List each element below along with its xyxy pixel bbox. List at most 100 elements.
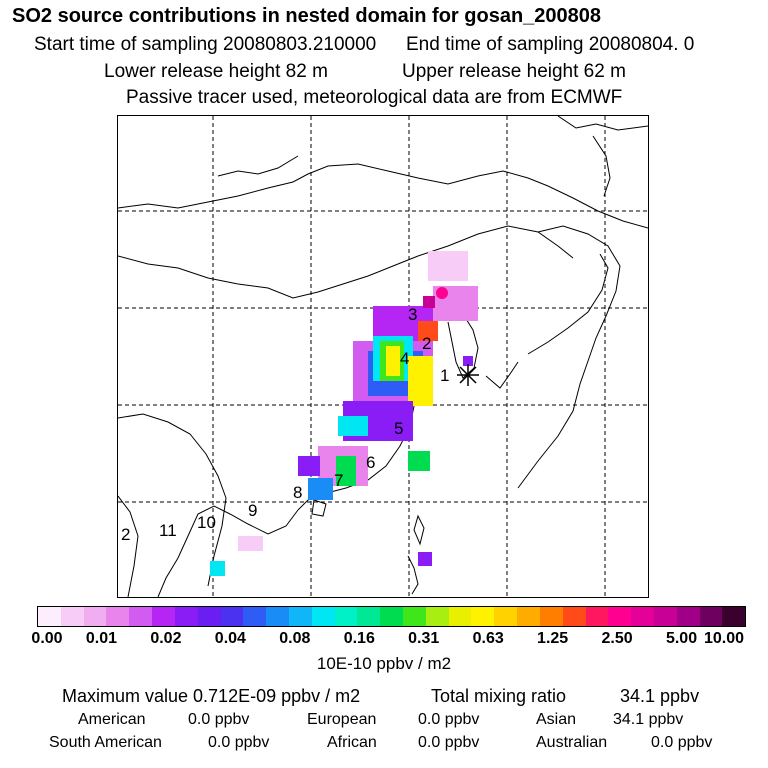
region-asian-value: 34.1 ppbv <box>613 711 684 728</box>
colorbar-swatch <box>517 607 540 626</box>
colorbar-tick-label: 0.08 <box>279 630 311 647</box>
colorbar-tick-label: 0.02 <box>150 630 182 647</box>
map-panel: 1 2 3 4 5 6 7 8 9 10 11 2 <box>117 115 649 598</box>
taiwan <box>413 514 425 546</box>
japan-kyushu <box>485 361 519 389</box>
colorbar <box>37 606 746 627</box>
colorbar-swatch <box>608 607 632 626</box>
end-time: End time of sampling 20080804. 0 <box>406 34 695 55</box>
colorbar-swatch <box>288 607 312 626</box>
release-heights: Lower release height 82 m Upper release … <box>104 61 626 83</box>
lower-release-height: Lower release height 82 m <box>104 61 328 82</box>
colorbar-swatch <box>403 607 426 626</box>
total-mixing-label: Total mixing ratio <box>431 686 567 706</box>
colorbar-swatch <box>448 607 472 626</box>
concentration-cell <box>408 356 433 406</box>
site-label-6: 6 <box>366 453 375 472</box>
colorbar-swatch <box>653 607 677 626</box>
colorbar-swatch <box>197 607 221 626</box>
indochina-coast <box>157 505 299 597</box>
colorbar-swatch <box>220 607 244 626</box>
colorbar-units: 10E-10 ppbv / m2 <box>316 654 452 673</box>
colorbar-swatch <box>722 607 746 626</box>
region-american-label: American <box>78 711 146 728</box>
colorbar-tick-label: 0.31 <box>408 630 440 647</box>
colorbar-tick-label: 0.00 <box>31 630 63 647</box>
colorbar-swatch <box>83 607 107 626</box>
site-label-4: 4 <box>400 349 409 368</box>
region-south-american-label: South American <box>49 734 162 751</box>
inland-border <box>118 225 574 299</box>
region-asian-label: Asian <box>536 711 577 728</box>
total-mixing-value: 34.1 ppbv <box>620 686 700 706</box>
region-south-american-value: 0.0 ppbv <box>208 734 270 751</box>
region-australian-label: Australian <box>536 734 608 751</box>
colorbar-swatch <box>334 607 358 626</box>
region-australian-value: 0.0 ppbv <box>651 734 713 751</box>
colorbar-tick-label: 0.63 <box>472 630 504 647</box>
concentration-cell <box>210 561 225 576</box>
graticule <box>118 116 648 597</box>
region-african-value: 0.0 ppbv <box>418 734 480 751</box>
colorbar-swatch <box>60 607 84 626</box>
colorbar-swatch <box>266 607 289 626</box>
sampling-times: Start time of sampling 20080803.210000 E… <box>34 34 694 56</box>
concentration-cell <box>428 251 468 281</box>
colorbar-tick-label: 10.00 <box>703 630 745 647</box>
colorbar-tick-label: 5.00 <box>665 630 698 647</box>
colorbar-swatch <box>357 607 381 626</box>
japan-honshu <box>527 253 609 355</box>
colorbar-swatch <box>243 607 267 626</box>
east-coast <box>517 225 621 489</box>
colorbar-swatch <box>129 607 153 626</box>
site-label-7: 7 <box>334 471 343 490</box>
india-coast <box>118 495 139 597</box>
colorbar-swatch <box>380 607 403 626</box>
region-american-value: 0.0 ppbv <box>188 711 250 728</box>
region-african-label: African <box>327 734 377 751</box>
max-value: Maximum value 0.712E-09 ppbv / m2 <box>62 686 361 706</box>
colorbar-swatch <box>631 607 654 626</box>
concentration-spot <box>436 287 448 299</box>
site-label-8: 8 <box>293 483 302 502</box>
colorbar-tick-label: 1.25 <box>537 630 569 647</box>
colorbar-swatch <box>106 607 130 626</box>
colorbar-swatch <box>676 607 700 626</box>
site-label-1: 1 <box>440 366 449 385</box>
sakhalin <box>592 135 611 197</box>
concentration-cell <box>336 456 356 486</box>
concentration-cell <box>308 478 333 500</box>
concentration-cell <box>298 456 320 476</box>
map-canvas: 1 2 3 4 5 6 7 8 9 10 11 2 <box>118 116 648 597</box>
kamchatka-coast <box>557 116 648 131</box>
colorbar-swatch <box>425 607 449 626</box>
colorbar-swatch <box>539 607 563 626</box>
site-label-11: 11 <box>159 521 177 540</box>
upper-release-height: Upper release height 62 m <box>402 61 626 82</box>
site-label-2: 2 <box>422 334 431 353</box>
colorbar-swatch <box>174 607 198 626</box>
okhotsk-coast <box>217 155 299 177</box>
concentration-cell <box>408 451 430 471</box>
colorbar-swatch <box>471 607 495 626</box>
asterisk-icon <box>457 364 479 386</box>
colorbar-swatch <box>494 607 518 626</box>
colorbar-swatch <box>38 607 61 626</box>
colorbar-swatch <box>562 607 586 626</box>
region-european-value: 0.0 ppbv <box>418 711 480 728</box>
concentration-cell <box>423 296 435 308</box>
concentration-cell <box>418 552 432 566</box>
southeast-asia-borders <box>118 413 227 587</box>
site-label-5: 5 <box>394 419 403 438</box>
tracer-note: Passive tracer used, meteorological data… <box>126 87 623 108</box>
concentration-cell <box>386 346 400 376</box>
concentration-cell <box>418 321 438 341</box>
colorbar-tick-label: 0.01 <box>85 630 118 647</box>
colorbar-swatch <box>152 607 175 626</box>
colorbar-swatch <box>699 607 723 626</box>
philippines <box>407 555 419 595</box>
concentration-cell <box>463 356 473 366</box>
summary-line: Maximum value 0.712E-09 ppbv / m2 <box>62 686 360 707</box>
site-label-2-west: 2 <box>121 525 130 544</box>
colorbar-swatch <box>311 607 335 626</box>
